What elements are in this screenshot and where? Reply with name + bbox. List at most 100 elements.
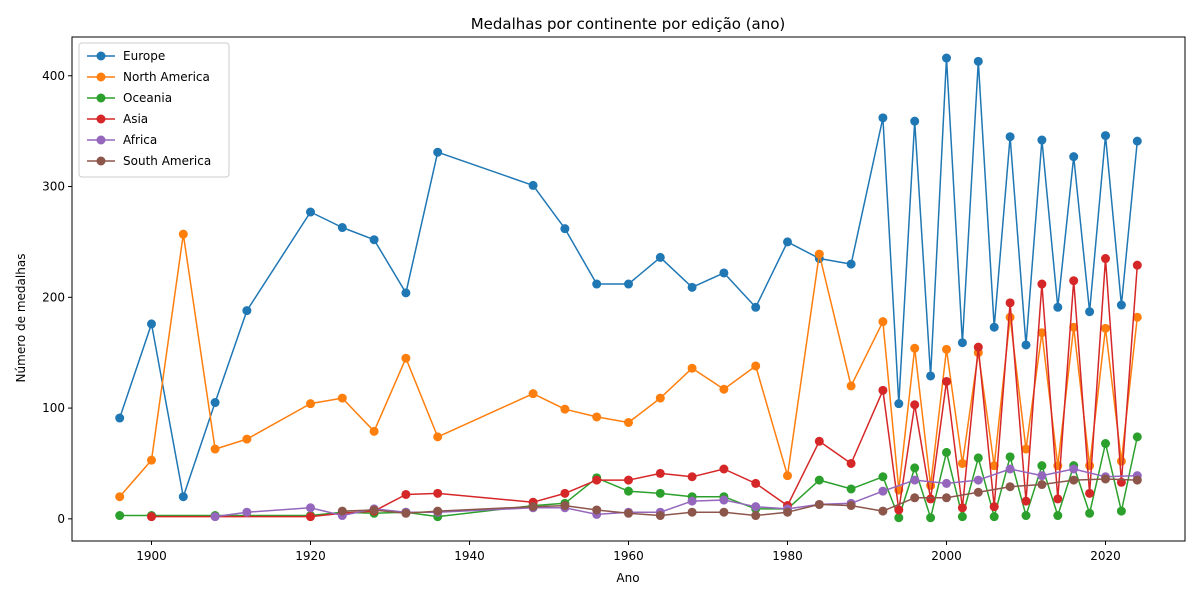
data-point-asia (1005, 298, 1015, 308)
data-point-south-america (560, 501, 570, 511)
legend-box (78, 42, 230, 178)
data-point-asia (846, 458, 856, 468)
legend-label: South America (123, 154, 211, 168)
series-line-africa (214, 468, 1138, 518)
y-tick-label: 300 (42, 180, 65, 194)
data-point-oceania (973, 453, 983, 463)
data-point-europe (1021, 340, 1031, 350)
data-point-europe (433, 147, 443, 157)
data-point-south-america (942, 493, 951, 503)
data-point-south-america (910, 493, 920, 503)
legend-marker (96, 156, 106, 166)
data-point-europe (560, 224, 570, 234)
data-point-north-america (942, 344, 951, 354)
data-point-north-america (751, 361, 761, 371)
data-point-south-america (1069, 475, 1079, 485)
data-point-north-america (957, 458, 967, 468)
data-point-north-america (1101, 323, 1110, 333)
data-point-north-america (369, 426, 379, 436)
data-point-north-america (306, 399, 315, 409)
data-point-asia (751, 478, 761, 488)
data-point-oceania (1005, 452, 1015, 462)
legend-label: Africa (123, 133, 157, 147)
data-point-oceania (894, 513, 904, 523)
data-point-north-america (719, 384, 729, 394)
data-point-asia (433, 488, 443, 498)
data-point-north-america (115, 492, 125, 502)
data-point-europe (1053, 302, 1063, 312)
data-point-africa (1037, 471, 1047, 481)
data-point-asia (655, 468, 665, 478)
legend: Europe North America Oceania Asia Africa Sout… (78, 42, 230, 178)
data-point-oceania (1101, 439, 1110, 449)
data-point-oceania (957, 512, 967, 522)
data-point-south-america (846, 501, 856, 511)
data-point-asia (878, 385, 888, 395)
data-point-south-america (814, 499, 824, 509)
legend-marker (96, 72, 106, 82)
data-point-asia (1085, 488, 1095, 498)
data-point-asia (910, 400, 920, 410)
plot-frame (71, 36, 1186, 542)
legend-marker (96, 93, 106, 103)
data-point-africa (942, 478, 951, 488)
data-point-europe (528, 180, 538, 190)
data-point-oceania (814, 475, 824, 485)
data-point-north-america (528, 389, 538, 399)
data-point-south-america (401, 508, 411, 518)
data-point-oceania (1053, 511, 1063, 521)
data-point-asia (957, 503, 967, 513)
x-tick-label: 2020 (1090, 549, 1121, 563)
data-point-asia (894, 505, 904, 515)
data-point-south-america (1005, 482, 1015, 492)
data-point-south-america (655, 511, 665, 521)
data-point-south-america (878, 506, 888, 516)
data-point-oceania (846, 484, 856, 494)
legend-label: Europe (123, 49, 165, 63)
data-point-north-america (1116, 456, 1126, 466)
data-point-north-america (624, 417, 633, 427)
data-point-europe (147, 319, 156, 329)
data-point-north-america (878, 317, 888, 327)
data-point-north-america (337, 393, 347, 403)
data-point-europe (1085, 307, 1095, 317)
data-point-europe (337, 223, 347, 233)
data-point-asia (989, 502, 999, 512)
data-point-europe (926, 371, 936, 381)
y-tick-label: 0 (57, 512, 65, 526)
data-point-asia (1037, 279, 1047, 289)
data-point-europe (115, 413, 125, 423)
data-point-europe (687, 282, 697, 292)
data-point-europe (1037, 135, 1047, 145)
data-point-asia (973, 342, 983, 352)
data-point-europe (1069, 152, 1079, 162)
chart-title: Medalhas por continente por edição (ano) (471, 15, 786, 33)
data-point-europe (178, 492, 188, 502)
data-point-north-america (1005, 312, 1015, 322)
data-point-asia (1053, 494, 1063, 504)
data-point-south-america (687, 507, 697, 517)
plot-area (115, 53, 1142, 523)
data-point-asia (401, 489, 411, 499)
data-point-south-america (1132, 475, 1142, 485)
data-point-oceania (1037, 461, 1047, 471)
data-point-south-america (973, 487, 983, 497)
data-point-oceania (655, 488, 665, 498)
data-point-europe (894, 399, 904, 409)
data-point-europe (1101, 131, 1110, 141)
data-point-europe (1005, 132, 1015, 142)
data-point-africa (878, 486, 888, 496)
data-point-north-america (560, 404, 570, 414)
data-point-europe (655, 252, 665, 262)
data-point-north-america (433, 432, 443, 442)
data-point-europe (242, 306, 252, 316)
data-point-asia (926, 494, 936, 504)
legend-label: Oceania (123, 91, 172, 105)
x-axis-title: Ano (616, 571, 639, 585)
data-point-africa (306, 503, 315, 513)
data-point-oceania (989, 512, 999, 522)
data-point-africa (1005, 464, 1015, 474)
data-point-south-america (433, 506, 443, 516)
data-point-south-america (592, 505, 602, 515)
y-tick-label: 200 (42, 290, 65, 304)
